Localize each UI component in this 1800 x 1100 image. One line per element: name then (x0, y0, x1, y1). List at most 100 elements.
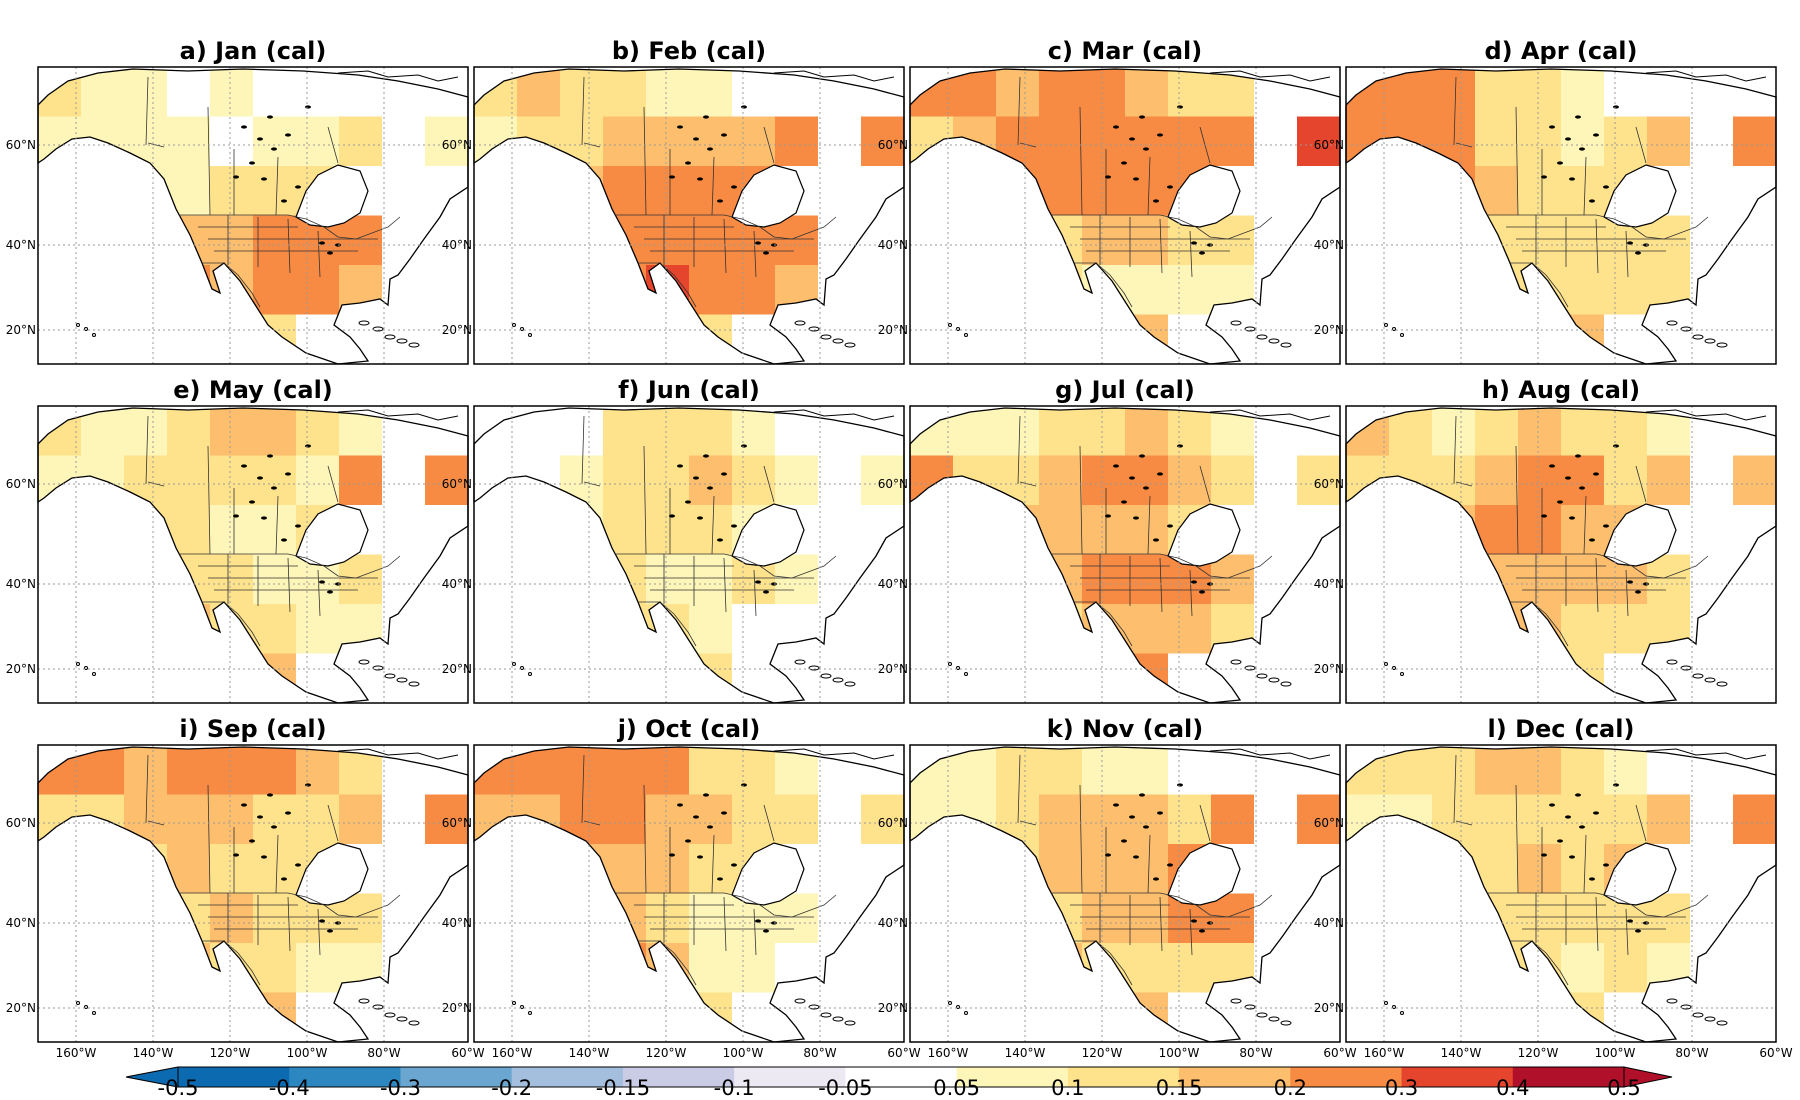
anomaly-cell (425, 455, 468, 506)
anomaly-cell (1690, 844, 1734, 895)
anomaly-cell (732, 794, 776, 845)
anomaly-cell (167, 408, 211, 457)
anomaly-cell (1561, 455, 1605, 506)
anomaly-cell (382, 455, 426, 506)
anomaly-cell (1475, 69, 1519, 118)
anomaly-cell (1733, 116, 1776, 167)
colorbar-tick-label: -0.2 (491, 1076, 532, 1100)
anomaly-cell (953, 69, 997, 118)
graticule (910, 67, 1340, 364)
panel-frame (1345, 66, 1777, 365)
anomaly-cell (1254, 794, 1298, 845)
islands (512, 409, 895, 687)
anomaly-cell (1211, 893, 1255, 944)
latitude-label: 40°N (878, 577, 908, 591)
panel-frame (37, 744, 469, 1043)
anomaly-cell (1561, 844, 1605, 895)
longitude-label: 120°W (646, 1046, 687, 1060)
anomaly-cell (1389, 747, 1433, 796)
anomaly-cell (732, 408, 776, 457)
anomaly-cell (1604, 116, 1648, 167)
anomaly-cell (1168, 69, 1212, 118)
panel-frame (909, 66, 1341, 365)
coastline (37, 68, 469, 365)
coastline (473, 746, 905, 1043)
anomaly-cell (210, 408, 254, 457)
anomaly-cell (253, 69, 297, 118)
anomaly-cell (167, 794, 211, 845)
anomaly-cell (689, 455, 733, 506)
colorbar-bin (734, 1067, 846, 1087)
anomaly-cell (1082, 747, 1126, 796)
colorbar-tick-label: 0.1 (1051, 1076, 1084, 1100)
longitude-label: 160°W (1364, 1046, 1405, 1060)
lakes (1541, 783, 1649, 933)
latitude-label: 60°N (442, 477, 472, 491)
anomaly-cell (603, 794, 647, 845)
colorbar-bin (178, 1067, 290, 1087)
longitude-label: 160°W (492, 1046, 533, 1060)
anomaly-cell (1125, 69, 1169, 118)
anomaly-cell (689, 893, 733, 944)
anomaly-cell (1561, 408, 1605, 457)
panel-frame (473, 66, 905, 365)
latitude-label: 60°N (442, 816, 472, 830)
anomaly-cell (253, 505, 297, 556)
colorbar-tick-label: 0.2 (1274, 1076, 1307, 1100)
anomaly-cell (1211, 455, 1255, 506)
anomaly-cell (953, 408, 997, 457)
anomaly-cell (1475, 455, 1519, 506)
anomaly-cell (210, 116, 254, 167)
anomaly-cell (253, 166, 297, 217)
longitude-label: 60°W (451, 1046, 484, 1060)
anomaly-cell (1254, 455, 1298, 506)
anomaly-cell (775, 794, 819, 845)
latitude-label: 60°N (1314, 138, 1344, 152)
anomaly-cell (1647, 794, 1691, 845)
anomaly-cell (210, 69, 254, 118)
anomaly-cell (1518, 455, 1562, 506)
anomaly-cell (603, 455, 647, 506)
anomaly-cell (861, 455, 904, 506)
arctic-islands (1645, 70, 1767, 82)
anomaly-cell (1432, 69, 1476, 118)
latitude-label: 40°N (442, 577, 472, 591)
panel-frame (1345, 405, 1777, 704)
arctic-islands (337, 70, 459, 82)
anomaly-cell (1561, 166, 1605, 217)
anomaly-cell (1690, 455, 1734, 506)
coastline (909, 407, 1341, 704)
anomaly-cell (1647, 215, 1691, 266)
anomaly-cell (1125, 408, 1169, 457)
graticule (474, 745, 904, 1042)
anomaly-cell (1125, 554, 1169, 605)
latitude-label: 60°N (442, 138, 472, 152)
arctic-islands (773, 748, 895, 760)
anomaly-cell (953, 747, 997, 796)
islands (948, 409, 1331, 687)
anomaly-cell (1082, 893, 1126, 944)
islands (76, 748, 459, 1026)
anomaly-cell (996, 69, 1040, 118)
map-panel: j) Oct (cal) 60°N 40°N 20°N (442, 715, 905, 1043)
colorbar-tick-label: 0.3 (1385, 1076, 1418, 1100)
anomaly-cell (253, 844, 297, 895)
panel-title: k) Nov (cal) (1047, 715, 1203, 743)
colorbar-bin (400, 1067, 513, 1087)
latitude-label: 40°N (878, 916, 908, 930)
anomaly-cell (732, 604, 776, 655)
anomaly-cell (382, 166, 426, 217)
longitude-label: 140°W (1005, 1046, 1046, 1060)
map-panel: l) Dec (cal) 60°N 40°N 20°N (1314, 715, 1777, 1043)
islands (948, 748, 1331, 1026)
islands (1384, 409, 1767, 687)
latitude-label: 20°N (1314, 662, 1344, 676)
latitude-label: 60°N (6, 816, 36, 830)
colorbar-tick-label: -0.05 (818, 1076, 872, 1100)
anomaly-cell (1168, 604, 1212, 655)
anomaly-cell (1561, 215, 1605, 266)
anomaly-cell (1475, 794, 1519, 845)
anomaly-cell (996, 747, 1040, 796)
islands (512, 748, 895, 1026)
anomaly-cell (1297, 455, 1340, 506)
